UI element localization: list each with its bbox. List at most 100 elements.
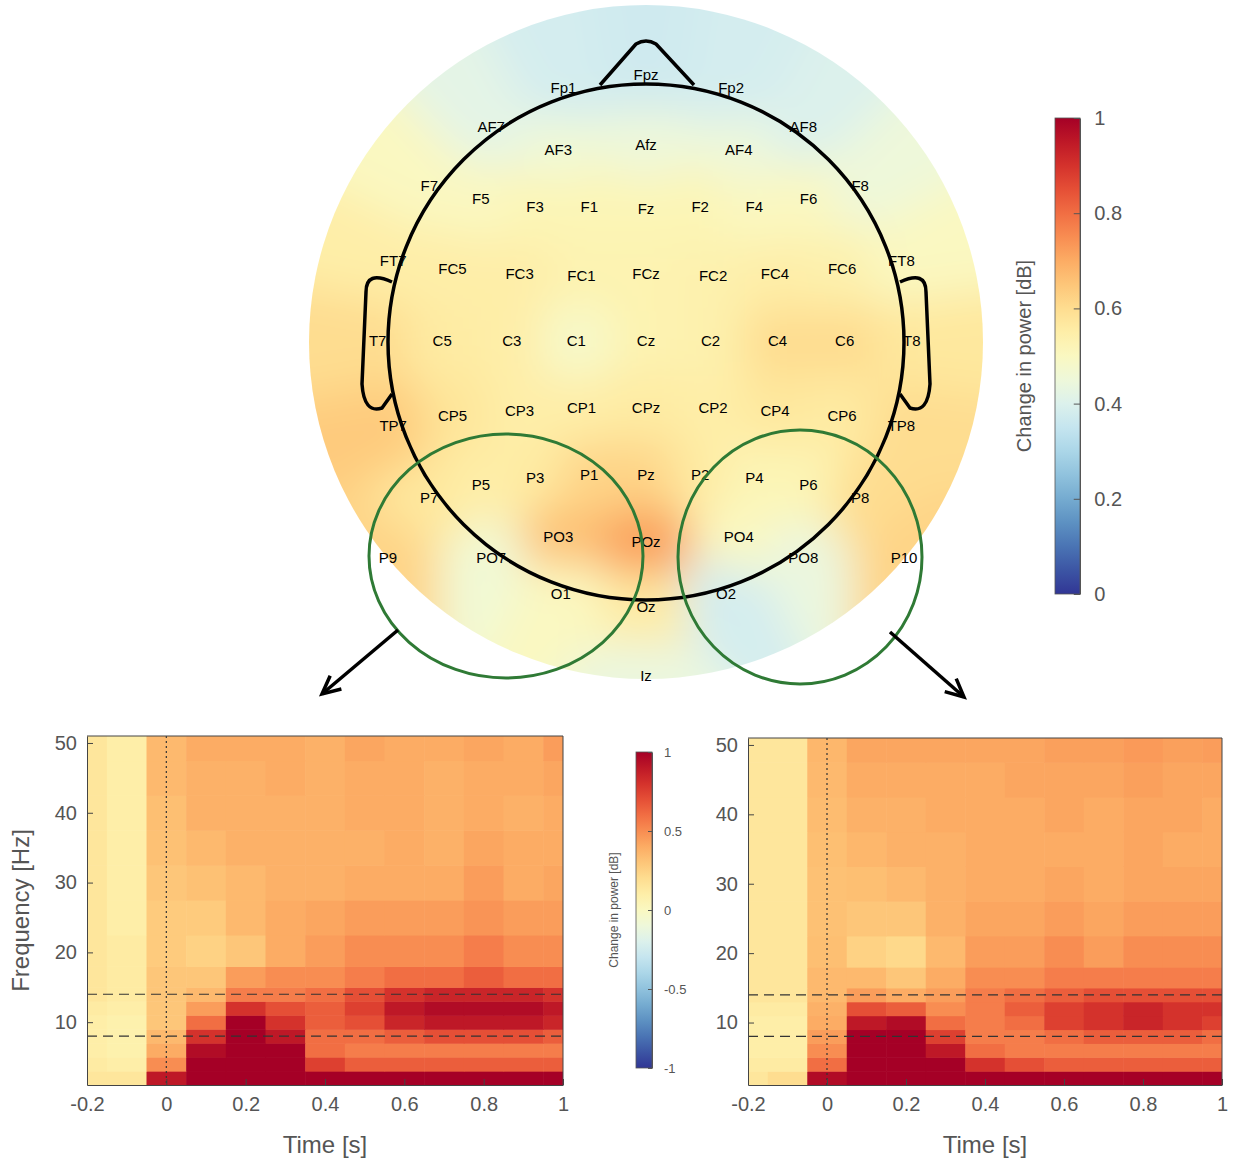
x-tick-label: -0.2 xyxy=(731,1093,765,1115)
heatmap-cell xyxy=(1044,1002,1084,1016)
x-tick: 0.8 xyxy=(1130,1079,1158,1115)
heatmap-cell xyxy=(385,900,425,936)
heatmap-cell xyxy=(504,795,544,831)
heatmap-cell xyxy=(886,832,926,867)
heatmap-cell xyxy=(186,865,226,901)
heatmap-cell xyxy=(87,795,107,831)
colorbar-tick-mark xyxy=(1074,499,1080,500)
electrode-label: P1 xyxy=(580,466,598,483)
x-tick-label: 1 xyxy=(558,1093,569,1115)
y-tick-mark xyxy=(87,743,93,744)
heatmap-cell xyxy=(147,1071,187,1085)
heatmap-cell xyxy=(965,936,1005,968)
heatmap-cell xyxy=(1084,1071,1124,1085)
heatmap-cell xyxy=(107,1043,147,1058)
electrode-label: C2 xyxy=(701,332,720,349)
heatmap-cell xyxy=(1123,832,1163,867)
arrow-head xyxy=(322,676,341,694)
electrode-label: F6 xyxy=(800,190,818,207)
heatmap-cell xyxy=(847,1043,887,1057)
electrode-label: Iz xyxy=(640,667,652,684)
heatmap-cell xyxy=(226,1001,266,1016)
topomap-cell xyxy=(549,240,615,312)
heatmap-cell xyxy=(1163,1002,1203,1016)
heatmap-cell xyxy=(504,736,544,761)
heatmap-cell xyxy=(1202,1071,1222,1085)
electrode-label: T8 xyxy=(903,332,921,349)
colorbar: 00.20.40.60.81Change in power [dB] xyxy=(1013,107,1122,605)
y-axis: 1020304050 xyxy=(55,732,93,1086)
heatmap-cell xyxy=(807,1016,847,1030)
heatmap-cell xyxy=(965,738,1005,763)
heatmap-cell xyxy=(266,795,306,831)
topomap-surface xyxy=(126,0,1166,862)
x-tick-label: 0.6 xyxy=(1051,1093,1079,1115)
heatmap-cell xyxy=(345,1015,385,1030)
heatmap-cell xyxy=(1005,1071,1045,1085)
heatmap-cell xyxy=(226,935,266,967)
heatmap-cell xyxy=(1163,1057,1203,1071)
topomap-cell xyxy=(743,235,811,310)
x-tick-label: 0.8 xyxy=(1130,1093,1158,1115)
heatmap-cell xyxy=(748,901,768,936)
heatmap-cell xyxy=(543,1015,563,1030)
x-tick-label: -0.2 xyxy=(70,1093,104,1115)
heatmap-cell xyxy=(504,830,544,866)
heatmap-cell xyxy=(385,935,425,967)
x-tick-label: 0.6 xyxy=(391,1093,419,1115)
heatmap-cell xyxy=(926,1057,966,1071)
reference-line-horizontal xyxy=(87,1036,563,1037)
heatmap-cell xyxy=(543,900,563,936)
heatmap-cell xyxy=(186,830,226,866)
heatmap-cell xyxy=(965,967,1005,988)
heatmap-cell xyxy=(1163,1016,1203,1030)
heatmap-cell xyxy=(1123,967,1163,988)
electrode-label: C5 xyxy=(433,332,452,349)
heatmap-cell xyxy=(847,738,887,763)
heatmap-cell xyxy=(266,1071,306,1085)
topomap-cell xyxy=(827,0,1166,232)
heatmap-cell xyxy=(87,1071,107,1085)
x-tick-label: 0 xyxy=(161,1093,172,1115)
heatmap-cell xyxy=(748,936,768,968)
heatmap-cell xyxy=(926,738,966,763)
electrode-label: FC2 xyxy=(699,267,727,284)
heatmap-cell xyxy=(1123,1043,1163,1057)
topomap-cell xyxy=(544,307,611,377)
heatmap-cell xyxy=(965,1057,1005,1071)
heatmap-cell xyxy=(1123,738,1163,763)
heatmap-cell xyxy=(266,1015,306,1030)
heatmap-cell xyxy=(926,762,966,797)
heatmap-cell xyxy=(1084,936,1124,968)
x-tick: 0 xyxy=(161,1079,172,1115)
x-tick-label: 0.2 xyxy=(893,1093,921,1115)
heatmap-cell xyxy=(107,900,147,936)
plot-frame-top xyxy=(87,736,563,737)
heatmap-cell xyxy=(768,832,808,867)
heatmap-cell xyxy=(226,1015,266,1030)
reference-line-vertical xyxy=(166,736,167,1085)
heatmap-cell xyxy=(1163,866,1203,901)
heatmap-cell xyxy=(1044,1057,1084,1071)
y-axis: 1020304050 xyxy=(716,734,754,1086)
colorbar-axis: -1-0.500.51 xyxy=(648,745,686,1076)
x-tick-label: 0.4 xyxy=(312,1093,340,1115)
electrode-label: PO3 xyxy=(543,528,573,545)
y-tick: 20 xyxy=(716,942,754,964)
heatmap-cell xyxy=(807,967,847,988)
heatmap-cell xyxy=(266,1057,306,1072)
heatmap-cell xyxy=(768,1016,808,1030)
electrode-label: F2 xyxy=(691,198,709,215)
electrode-label: CPz xyxy=(632,399,660,416)
electrode-label: Cz xyxy=(637,332,655,349)
colorbar-tick-mark xyxy=(648,989,652,990)
electrode-label: PO4 xyxy=(724,528,754,545)
colorbar: -1-0.500.51Change in power [dB] xyxy=(607,745,686,1076)
heatmap-cell xyxy=(748,797,768,832)
y-axis-title: Frequency [Hz] xyxy=(7,829,34,992)
heatmap-cell xyxy=(464,1001,504,1016)
y-tick-label: 30 xyxy=(55,871,77,893)
nose xyxy=(600,41,694,85)
heatmap-cell xyxy=(464,1057,504,1072)
heatmap-panel: -0.200.20.40.60.811020304050Time [s] xyxy=(716,728,1243,1158)
